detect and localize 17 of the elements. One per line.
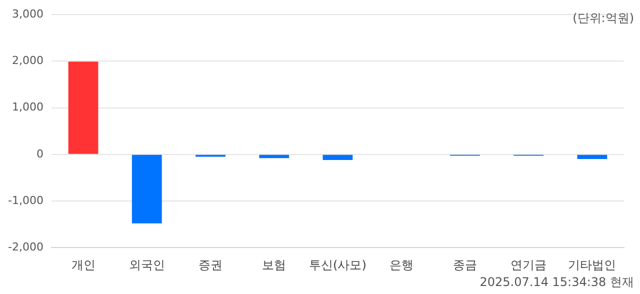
x-tick-label: 보험 bbox=[262, 258, 286, 272]
x-tick-label: 개인 bbox=[71, 258, 96, 272]
x-tick-label: 증권 bbox=[198, 258, 222, 272]
x-tick-label: 종금 bbox=[452, 258, 477, 272]
annotation: (단위:억원) bbox=[572, 10, 634, 27]
y-tick-label: 3,000 bbox=[12, 7, 44, 20]
x-tick-label: 은행 bbox=[389, 258, 414, 272]
x-tick-label: 연기금 bbox=[510, 258, 547, 272]
x-tick-label: 투신(사모) bbox=[309, 258, 366, 272]
x-tick-label: 외국인 bbox=[128, 258, 165, 272]
y-tick-label: 1,000 bbox=[12, 100, 44, 114]
y-tick-label: -2,000 bbox=[8, 240, 44, 254]
y-tick-label: -1,000 bbox=[8, 194, 44, 207]
x-tick-label: 기타법인 bbox=[568, 258, 616, 272]
y-tick-label: 2,000 bbox=[12, 54, 44, 68]
y-tick-label: 0 bbox=[36, 147, 44, 160]
text: 2025.07.14 15:34:38 현재 bbox=[480, 274, 634, 291]
